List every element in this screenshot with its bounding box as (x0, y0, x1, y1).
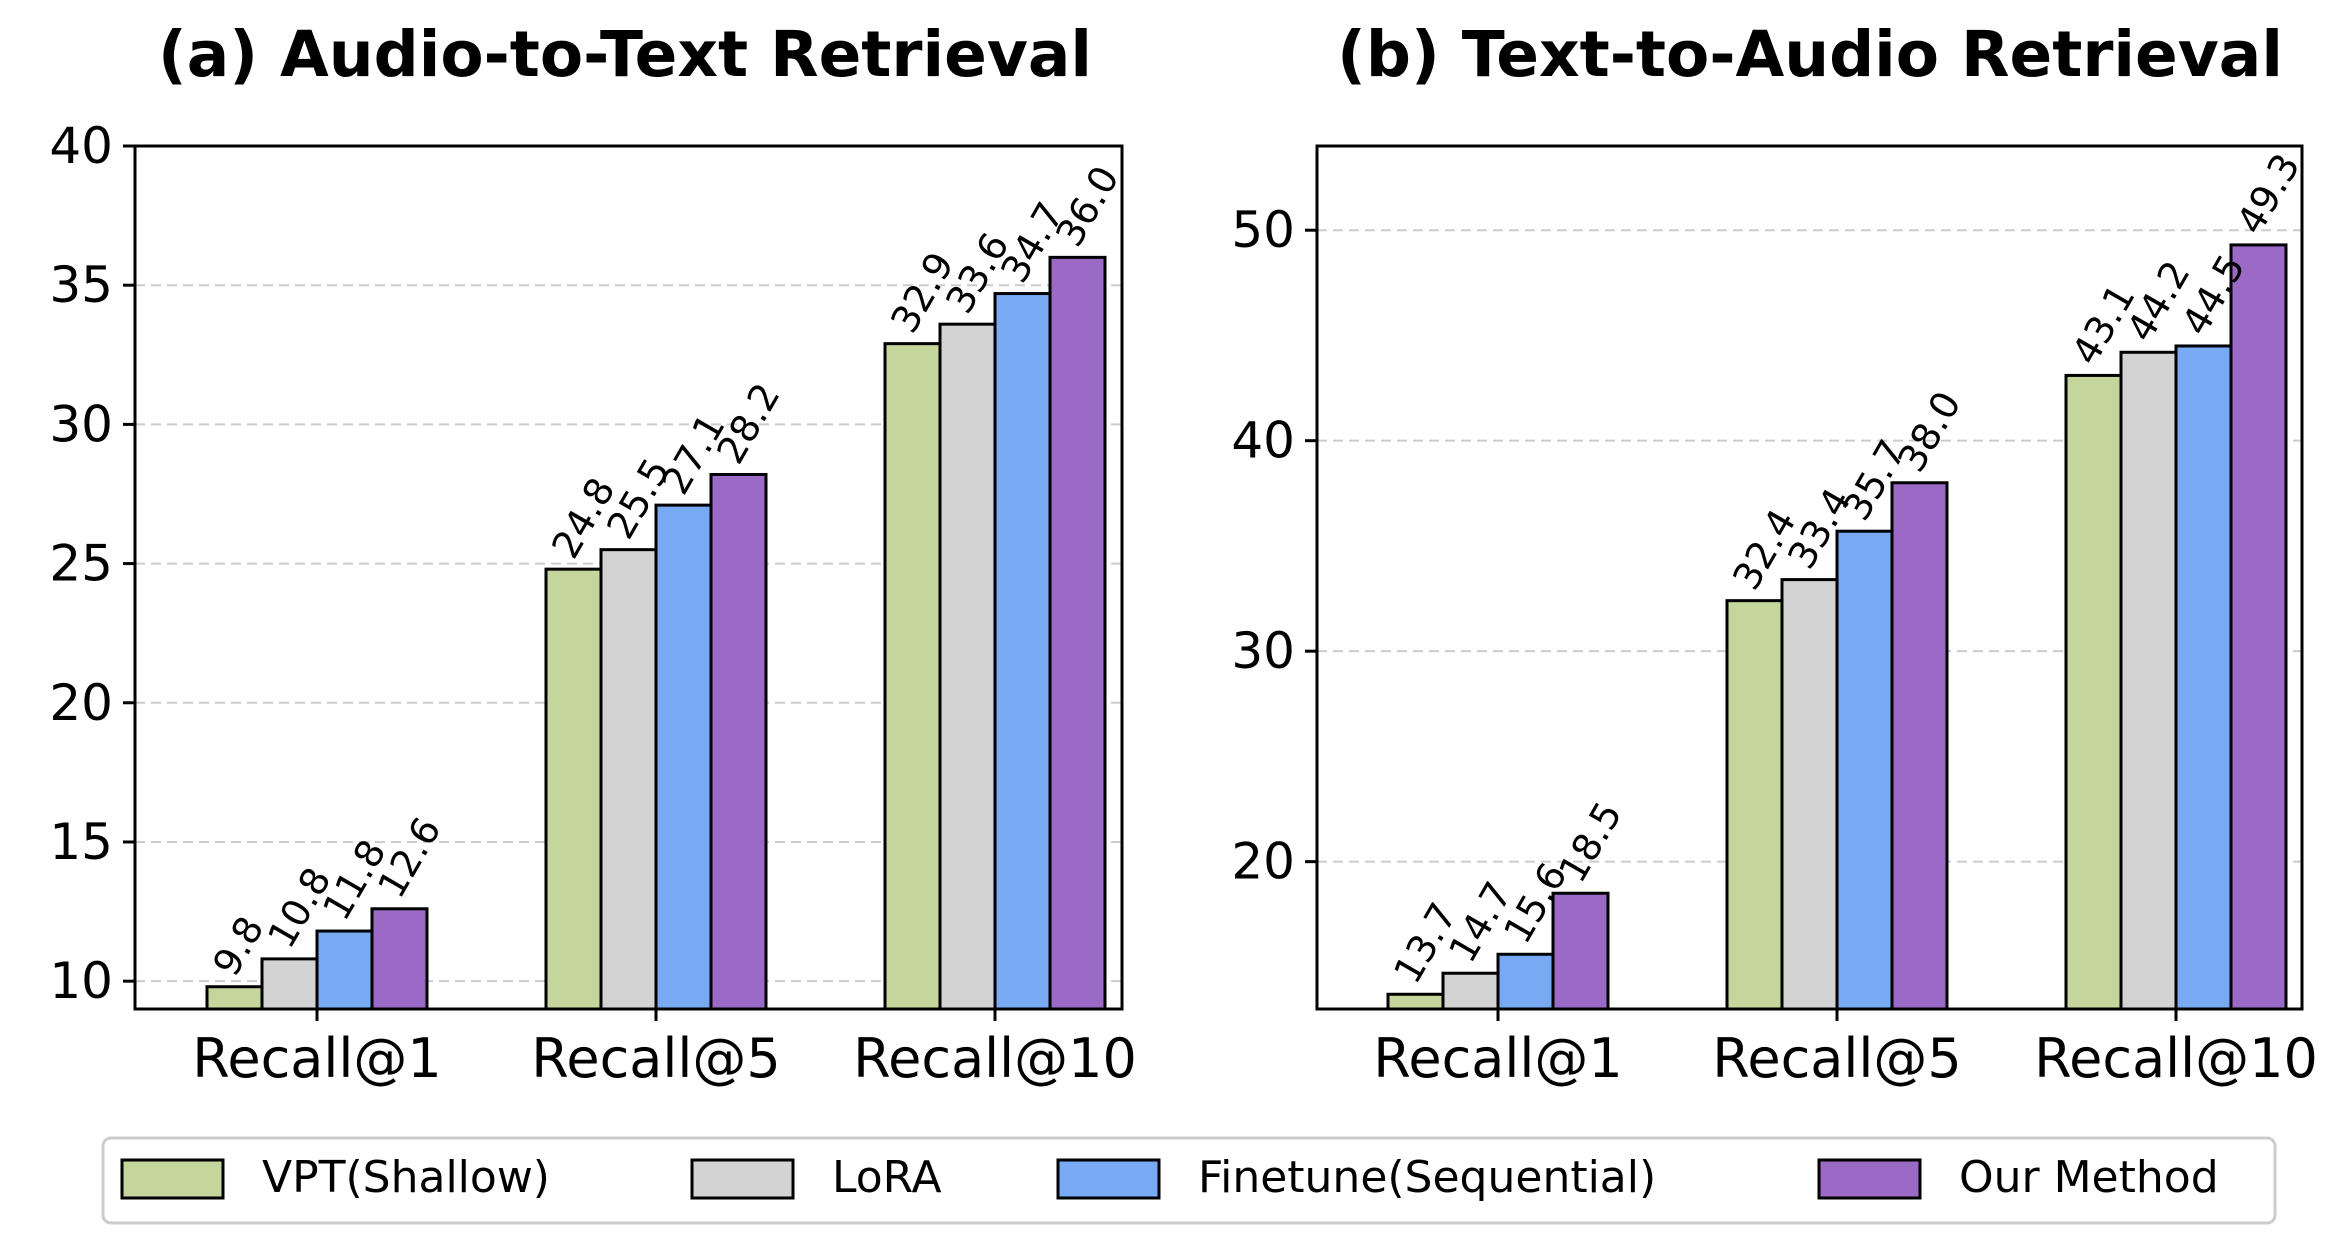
y-tick-label: 30 (49, 395, 113, 453)
y-axis-ticks: 10 15 20 25 30 35 40 (49, 117, 135, 1010)
data-label: 18.5 (1550, 794, 1630, 889)
y-tick-label: 40 (49, 117, 113, 175)
legend: VPT(Shallow) LoRA Finetune(Sequential) O… (101, 1136, 2277, 1225)
bar (1551, 891, 1610, 1011)
y-tick-label: 40 (1231, 412, 1295, 470)
bar (370, 907, 429, 1011)
axes-frame (1315, 144, 2304, 1011)
legend-swatch (1817, 1158, 1922, 1200)
chart-title: (b) Text-to-Audio Retrieval (1337, 18, 2283, 91)
y-tick-label: 35 (49, 256, 113, 314)
legend-swatch (1056, 1158, 1161, 1200)
x-axis-ticks: Recall@1 Recall@5 Recall@10 (1373, 1009, 2318, 1090)
bar (2119, 350, 2178, 1011)
legend-entry-vpt: VPT(Shallow) (120, 1152, 550, 1203)
bar (1496, 952, 1555, 1011)
panel-text-to-audio: (b) Text-to-Audio Retrieval 13.714.715.6… (1231, 18, 2318, 1090)
bar (205, 985, 264, 1011)
x-tick-label: Recall@10 (853, 1027, 1137, 1090)
bar (1725, 599, 1784, 1011)
legend-frame (101, 1136, 2277, 1225)
legend-entry-finetune: Finetune(Sequential) (1056, 1152, 1656, 1203)
bar (2229, 243, 2288, 1011)
x-tick-label: Recall@5 (1712, 1027, 1961, 1090)
bar (709, 472, 768, 1011)
bar (2064, 373, 2123, 1011)
x-tick-label: Recall@1 (192, 1027, 441, 1090)
chart-title: (a) Audio-to-Text Retrieval (158, 18, 1092, 91)
x-tick-label: Recall@1 (1373, 1027, 1622, 1090)
bar (993, 292, 1052, 1011)
bar (1780, 578, 1839, 1011)
bar (1835, 529, 1894, 1011)
legend-label: Finetune(Sequential) (1198, 1152, 1656, 1203)
data-label: 38.0 (1889, 384, 1969, 479)
data-label: 49.3 (2228, 146, 2308, 241)
bar (599, 548, 658, 1011)
bar (654, 503, 713, 1011)
y-tick-label: 20 (1231, 833, 1295, 891)
bar (2174, 344, 2233, 1011)
y-tick-label: 15 (49, 813, 113, 871)
legend-label: VPT(Shallow) (262, 1152, 550, 1203)
panel-audio-to-text: (a) Audio-to-Text Retrieval 9.810.811.81… (49, 18, 1137, 1090)
legend-entry-lora: LoRA (690, 1152, 942, 1203)
bar (883, 342, 942, 1011)
bar (315, 929, 374, 1011)
y-axis-ticks: 20 30 40 50 (1231, 201, 1317, 891)
legend-label: Our Method (1959, 1152, 2219, 1203)
bars (1386, 243, 2288, 1011)
data-label: 36.0 (1047, 159, 1127, 254)
bar (544, 567, 603, 1011)
y-tick-label: 20 (49, 674, 113, 732)
legend-swatch (690, 1158, 795, 1200)
legend-swatch (120, 1158, 225, 1200)
bar (260, 957, 319, 1011)
bar (1048, 255, 1107, 1011)
bar (1441, 971, 1500, 1011)
bar (1890, 481, 1949, 1011)
y-tick-label: 10 (49, 952, 113, 1010)
x-axis-ticks: Recall@1 Recall@5 Recall@10 (192, 1009, 1137, 1090)
bars (205, 255, 1107, 1011)
legend-label: LoRA (832, 1152, 942, 1203)
x-tick-label: Recall@5 (531, 1027, 780, 1090)
y-tick-label: 50 (1231, 201, 1295, 259)
axes-frame (133, 144, 1124, 1011)
bar (938, 322, 997, 1011)
y-tick-label: 25 (49, 535, 113, 593)
x-tick-label: Recall@10 (2034, 1027, 2318, 1090)
y-tick-label: 30 (1231, 622, 1295, 680)
legend-entry-ours: Our Method (1817, 1152, 2219, 1203)
bar (1386, 992, 1445, 1011)
